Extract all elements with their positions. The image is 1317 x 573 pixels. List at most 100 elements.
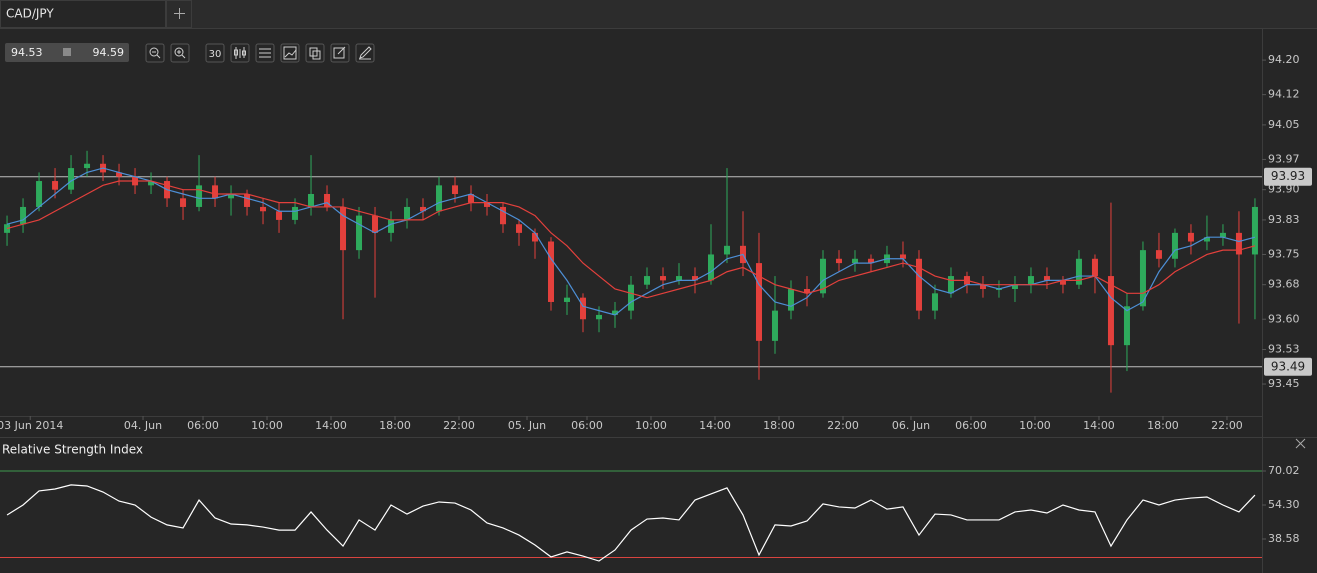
candle-body bbox=[484, 202, 491, 207]
candle-body bbox=[564, 297, 571, 302]
candle-body bbox=[148, 181, 155, 186]
price-line-label: 93.93 bbox=[1271, 169, 1305, 183]
x-tick-label: 18:00 bbox=[763, 419, 795, 432]
candle-body bbox=[180, 198, 187, 207]
moving-average bbox=[6, 167, 1256, 316]
y-tick-label: 93.68 bbox=[1268, 278, 1300, 291]
candle-body bbox=[452, 185, 459, 194]
tab[interactable] bbox=[0, 0, 166, 28]
zoom-in[interactable] bbox=[170, 43, 190, 63]
candle-body bbox=[1075, 258, 1082, 285]
x-tick-label: 22:00 bbox=[443, 419, 475, 432]
candle-body bbox=[372, 215, 379, 233]
candle-body bbox=[851, 258, 858, 264]
plus-icon bbox=[174, 8, 185, 19]
price-line-box bbox=[1264, 167, 1312, 186]
x-tick-label: 05. Jun bbox=[508, 419, 546, 432]
candle-body bbox=[867, 258, 874, 264]
rsi-title: Relative Strength Index bbox=[2, 443, 143, 457]
y-tick-label: 93.75 bbox=[1268, 247, 1300, 260]
y-tick-label: 94.05 bbox=[1268, 118, 1300, 131]
zoom-out[interactable] bbox=[145, 43, 165, 63]
x-tick-label: 18:00 bbox=[1147, 419, 1179, 432]
candle-body bbox=[548, 241, 555, 302]
candle-body bbox=[803, 289, 810, 294]
candle-body bbox=[659, 276, 666, 281]
candle-body bbox=[1011, 284, 1018, 290]
candle-body bbox=[324, 193, 331, 207]
candle-body bbox=[979, 284, 986, 290]
candle-body bbox=[1187, 232, 1194, 242]
x-tick-label: 14:00 bbox=[315, 419, 347, 432]
candle-body bbox=[707, 254, 714, 281]
toolbar: 94.53 94.59 30 bbox=[5, 43, 375, 63]
candle-body bbox=[691, 276, 698, 281]
candle-body bbox=[787, 289, 794, 311]
candle-body bbox=[20, 206, 27, 225]
x-tick-label: 10:00 bbox=[635, 419, 667, 432]
x-tick-label: 06:00 bbox=[955, 419, 987, 432]
candle-body bbox=[612, 310, 619, 315]
candle-body bbox=[36, 181, 43, 207]
tab-title: CAD/JPY bbox=[6, 7, 54, 21]
candle-body bbox=[308, 193, 315, 207]
chart-type[interactable] bbox=[230, 43, 250, 63]
indicators[interactable] bbox=[255, 43, 275, 63]
candle-body bbox=[899, 254, 906, 259]
candle-body bbox=[915, 258, 922, 311]
candle-body bbox=[580, 297, 587, 320]
pen[interactable] bbox=[355, 43, 375, 63]
candle-body bbox=[68, 168, 75, 190]
candle-body bbox=[388, 219, 395, 233]
price-line-label: 93.49 bbox=[1271, 359, 1305, 373]
candle-body bbox=[1123, 306, 1130, 346]
x-tick-label: 06:00 bbox=[187, 419, 219, 432]
x-tick-label: 22:00 bbox=[827, 419, 859, 432]
y-tick-label: 93.83 bbox=[1268, 213, 1300, 226]
candle-body bbox=[1091, 258, 1098, 277]
ask: 94.59 bbox=[93, 46, 125, 59]
candle-body bbox=[1139, 250, 1146, 307]
candle-body bbox=[1043, 276, 1050, 281]
x-tick-label: 06:00 bbox=[571, 419, 603, 432]
candle-body bbox=[532, 232, 539, 242]
candle-body bbox=[292, 206, 299, 220]
y-tick-label: 54.30 bbox=[1268, 498, 1300, 511]
candle-body bbox=[1027, 276, 1034, 285]
x-tick-label: 18:00 bbox=[379, 419, 411, 432]
candle-body bbox=[84, 163, 91, 169]
draw-tools[interactable] bbox=[280, 43, 300, 63]
y-tick-label: 93.97 bbox=[1268, 152, 1300, 165]
tab-bar bbox=[0, 0, 1317, 28]
candle-body bbox=[931, 293, 938, 311]
candle-body bbox=[516, 224, 523, 233]
candle-body bbox=[1203, 237, 1210, 242]
candle-body bbox=[1155, 250, 1162, 259]
candle-body bbox=[436, 185, 443, 212]
copy[interactable] bbox=[305, 43, 325, 63]
y-tick-label: 93.53 bbox=[1268, 342, 1300, 355]
candle-body bbox=[228, 193, 235, 199]
y-tick-label: 93.90 bbox=[1268, 183, 1300, 196]
candle-body bbox=[1171, 232, 1178, 259]
candle-body bbox=[404, 206, 411, 220]
candle-body bbox=[196, 185, 203, 207]
candle-body bbox=[835, 258, 842, 264]
edit[interactable] bbox=[330, 43, 350, 63]
candle-body bbox=[723, 245, 730, 255]
candle-body bbox=[596, 314, 603, 320]
candle-body bbox=[1219, 232, 1226, 238]
interval[interactable]: 30 bbox=[205, 43, 225, 63]
candle-body bbox=[500, 206, 507, 225]
close-panel[interactable] bbox=[1295, 438, 1306, 449]
spread-icon bbox=[63, 48, 71, 56]
candle-body bbox=[755, 263, 762, 341]
y-tick-label: 93.60 bbox=[1268, 312, 1300, 325]
candle-body bbox=[628, 284, 634, 311]
moving-average bbox=[6, 180, 1256, 299]
candle-body bbox=[116, 172, 123, 177]
x-tick-label: 22:00 bbox=[1211, 419, 1243, 432]
bid: 94.53 bbox=[11, 46, 43, 59]
